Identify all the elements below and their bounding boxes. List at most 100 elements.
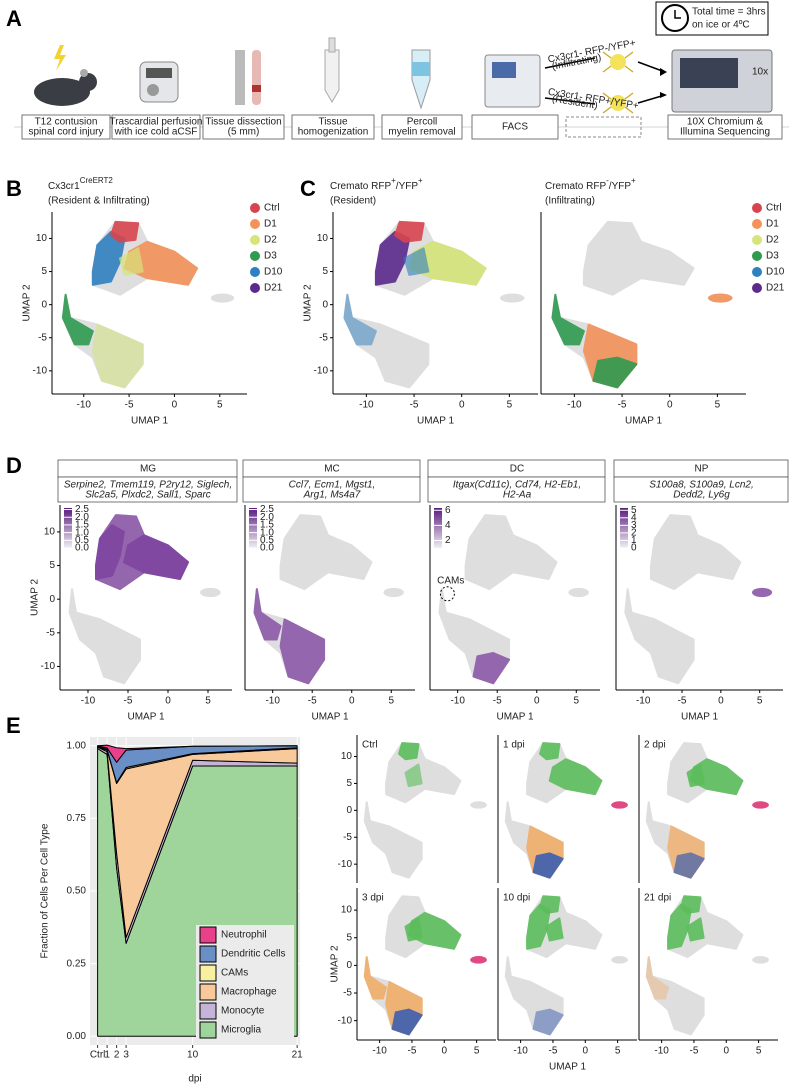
y-tick-label: 0 [49, 594, 55, 605]
x-tick-label: 0 [718, 696, 724, 707]
y-axis-title: UMAP 2 [330, 945, 341, 982]
step-label: Percoll [407, 117, 438, 128]
instrument-logo: 10x [752, 67, 768, 78]
x-tick-label: -10 [450, 696, 465, 707]
gene-list: Itgax(Cd11c), Cd74, H2-Eb1, [453, 480, 581, 491]
colorbar-label: 0.5 [260, 535, 274, 546]
cell-cluster [253, 588, 282, 641]
step-label: 10X Chromium & [687, 117, 763, 128]
colorbar-label: 2 [631, 528, 637, 539]
y-tick-label: 5 [49, 560, 55, 571]
facet-label: 10 dpi [503, 893, 530, 904]
cell-cluster [383, 587, 404, 598]
colorbar-label: 2.0 [75, 512, 89, 523]
cell-cluster [667, 903, 692, 950]
x-tick-label: 10 [187, 1050, 199, 1061]
step-label: (5 mm) [228, 127, 260, 138]
cell-cluster [374, 230, 411, 286]
cell-cluster [385, 742, 462, 804]
legend-label: D10 [766, 267, 785, 278]
x-tick-label: 0 [349, 696, 355, 707]
x-tick-label: 5 [205, 696, 211, 707]
cell-cluster [673, 852, 705, 879]
legend-swatch [752, 267, 762, 277]
legend-label: Microglia [221, 1025, 261, 1036]
facet-label: 1 dpi [503, 740, 525, 751]
x-tick-label: 0 [172, 400, 178, 411]
gene-list: Arg1, Ms4a7 [303, 490, 361, 501]
step-label: Trascardial perfusion [109, 117, 202, 128]
cell-cluster [391, 1008, 423, 1036]
cell-cluster [119, 247, 144, 276]
umap-panel: -10 -5 0 5 UMAP 1 [540, 212, 746, 427]
panel-title: Cremato RFP+/YFP+ [330, 176, 423, 192]
y-tick-label: 10 [341, 751, 353, 762]
legend-swatch [199, 1002, 217, 1020]
facet-title: DC [510, 464, 524, 475]
x-tick-label: -5 [493, 696, 502, 707]
workflow-icons [14, 1, 789, 138]
cell-cluster [279, 514, 373, 591]
x-tick-label: 5 [573, 696, 579, 707]
colorbar-label: 1 [631, 535, 637, 546]
x-tick-label: -5 [408, 1046, 417, 1057]
legend-label: Monocyte [221, 1006, 265, 1017]
title-part: Cremato RFP [545, 181, 606, 192]
legend-label: D1 [264, 219, 277, 230]
cell-cluster [568, 587, 589, 598]
umap-panel: -10 -5 0 5 UMAP 1 [615, 505, 783, 723]
step-label: homogenization [298, 127, 369, 138]
cell-cluster [526, 903, 551, 950]
cell-cluster [363, 801, 423, 879]
facet-title: NP [695, 464, 709, 475]
step-label: spinal cord injury [28, 127, 103, 138]
gene-list: H2-Aa [503, 490, 532, 501]
x-tick-label: 0 [667, 400, 673, 411]
cell-cluster [611, 801, 628, 809]
title-part: + [391, 176, 396, 185]
cell-cluster [686, 763, 705, 788]
legend-swatch [199, 1021, 217, 1039]
y-tick-label: 10 [44, 527, 56, 538]
x-tick-label: 5 [507, 400, 513, 411]
gene-list: Serpine2, Tmem119, P2ry12, Siglech, [64, 480, 232, 491]
gene-list: S100a8, S100a9, Lcn2, [649, 480, 754, 491]
cell-cluster [686, 917, 705, 942]
cell-cluster [404, 917, 423, 942]
legend-label: Dendritic Cells [221, 949, 285, 960]
colorbar-label: 0.0 [260, 543, 274, 554]
title-part: - [606, 176, 609, 185]
y-tick-label: -10 [338, 1015, 353, 1026]
step-label: FACS [502, 122, 528, 133]
legend-swatch [199, 983, 217, 1001]
cell-cluster [472, 652, 511, 685]
cell-cluster [752, 587, 773, 598]
cell-cluster [91, 230, 126, 286]
legend-label: D2 [264, 235, 277, 246]
step-label: T12 contusion [35, 117, 98, 128]
cell-cluster [91, 323, 144, 389]
x-tick-label: 5 [217, 400, 223, 411]
x-tick-label: 0 [459, 400, 465, 411]
umap-panel: -10 -5 0 5 -10 -5 0 5 10 UMAP 1 UMAP 2 [30, 505, 232, 723]
y-tick-label: -5 [319, 332, 328, 343]
legend-swatch [250, 219, 260, 229]
y-tick-label: 5 [346, 932, 352, 943]
y-tick-label: -5 [343, 988, 352, 999]
panel-subtitle: (Resident) [330, 196, 376, 207]
timing-text: Total time = 3hrs [692, 7, 766, 18]
y-tick-label: 5 [322, 266, 328, 277]
umap-panel: -10 -5 0 5 [638, 888, 778, 1057]
step-box [291, 114, 375, 140]
cell-cluster [645, 956, 670, 1000]
cell-cluster [499, 293, 525, 303]
x-tick-label: 2 [114, 1050, 120, 1061]
legend-swatch [752, 235, 762, 245]
cell-cluster [532, 1008, 564, 1036]
legend-swatch [250, 203, 260, 213]
facet-label: Ctrl [362, 740, 378, 751]
cell-cluster [95, 524, 125, 580]
cell-cluster [707, 293, 733, 303]
y-axis-title: Fraction of Cells Per Cell Type [40, 823, 51, 958]
timing-text: on ice or 4ºC [692, 20, 750, 31]
